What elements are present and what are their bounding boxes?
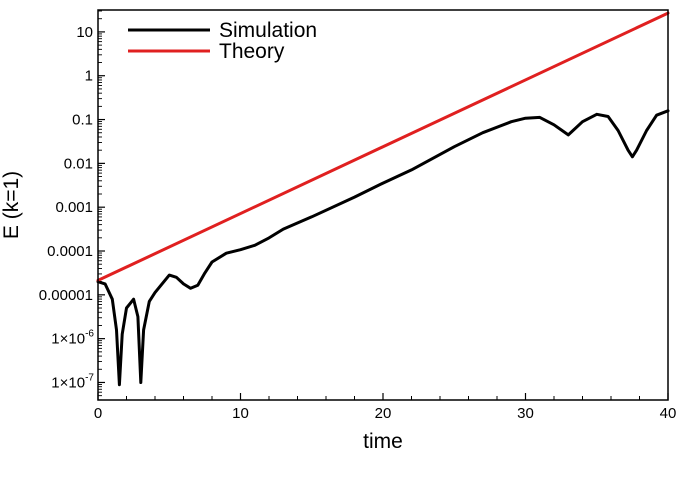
x-tick-label: 20 [375, 405, 392, 422]
y-tick-label: 1×10-7 [51, 372, 94, 391]
y-axis: 10 1 0.1 0.01 0.001 0.0001 0.00001 1×10-6 1×10-7 [39, 10, 105, 401]
x-tick-label: 10 [232, 405, 249, 422]
plot-frame [97, 9, 669, 401]
series-line-theory [96, 11, 670, 282]
y-axis-title: E (k=1) [0, 171, 23, 239]
y-tick-label: 0.001 [55, 199, 93, 216]
y-tick-label: 1×10-6 [51, 329, 94, 348]
legend-label-theory: Theory [219, 40, 285, 63]
x-tick-label: 30 [517, 405, 534, 422]
x-tick-label: 40 [660, 405, 677, 422]
y-tick-label: 0.01 [64, 155, 93, 172]
legend-label-simulation: Simulation [219, 19, 317, 42]
series-layer [96, 11, 670, 387]
y-tick-label: 0.0001 [47, 243, 93, 260]
series-line-simulation [96, 109, 670, 387]
y-tick-label: 0.00001 [39, 287, 93, 304]
x-axis-title: time [363, 430, 403, 453]
y-tick-label: 0.1 [72, 112, 93, 129]
y-tick-label: 10 [76, 24, 93, 41]
x-axis: 0 10 20 30 40 [94, 393, 677, 422]
x-tick-label: 0 [94, 405, 102, 422]
y-tick-label: 1 [85, 68, 93, 85]
